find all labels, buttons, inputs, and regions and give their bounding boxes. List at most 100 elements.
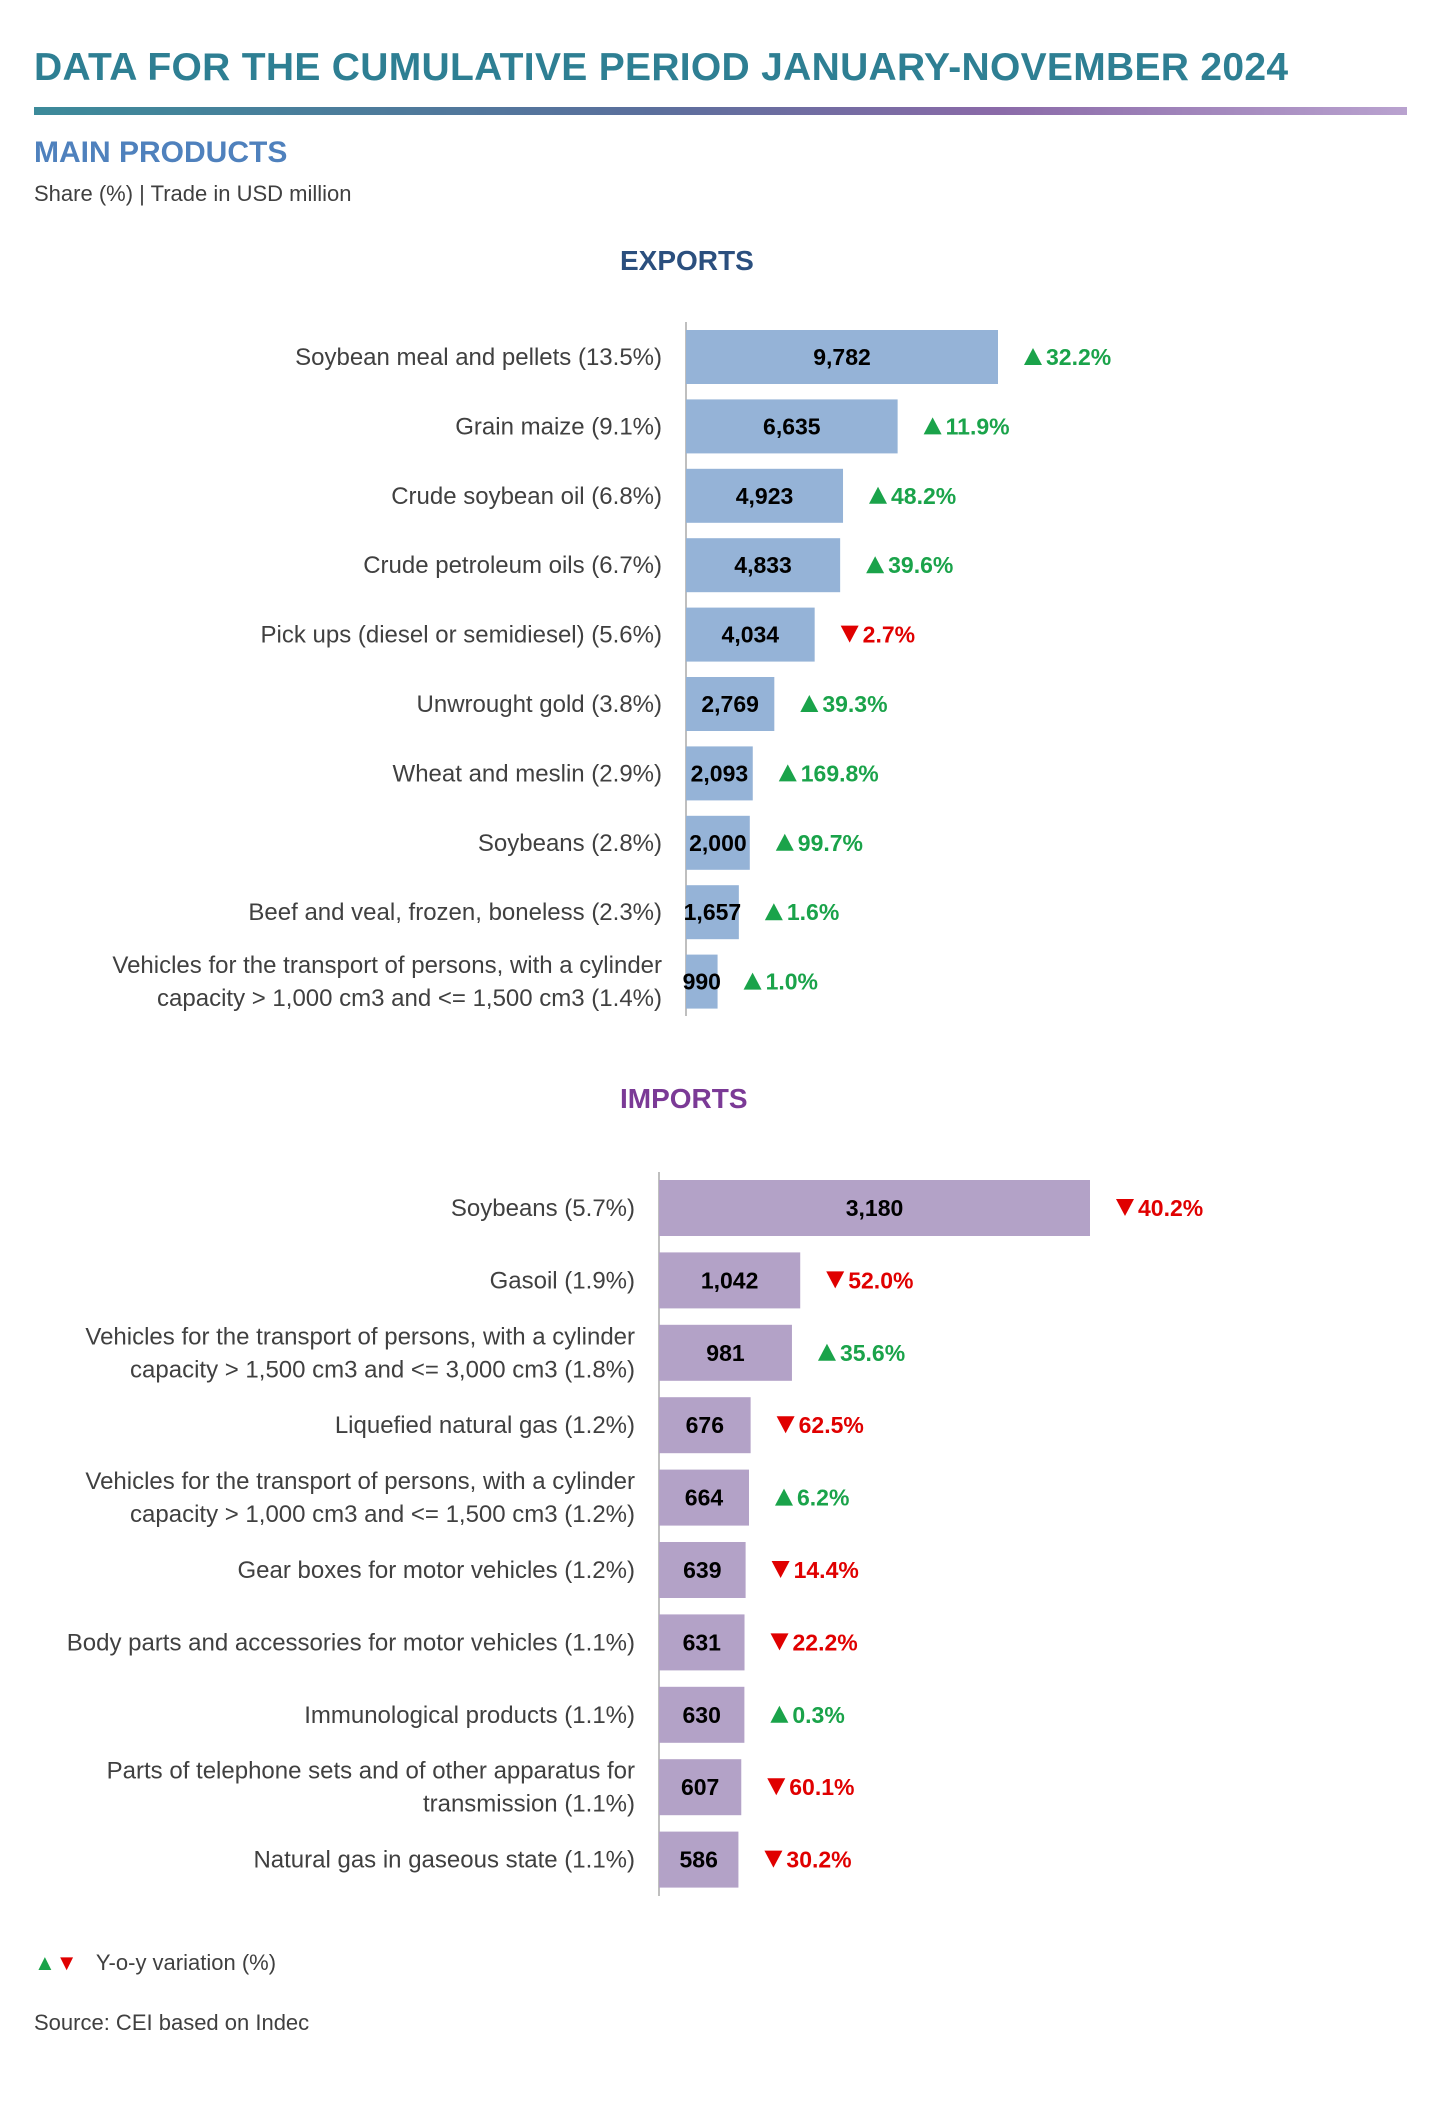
exports-value-label: 2,093	[691, 760, 749, 786]
exports-up-triangle-icon	[800, 695, 819, 712]
exports-value-label: 4,034	[722, 622, 780, 648]
imports-value-label: 1,042	[701, 1267, 759, 1293]
imports-category-label: capacity > 1,500 cm3 and <= 3,000 cm3 (1…	[130, 1356, 635, 1383]
imports-yoy-label: 14.4%	[794, 1557, 859, 1583]
imports-category-label: Gear boxes for motor vehicles (1.2%)	[238, 1557, 636, 1584]
exports-yoy-label: 1.0%	[766, 969, 818, 995]
imports-chart: 3,180 40.2% Soybeans (5.7%) 1,042 52.0% Gasoi…	[67, 1172, 1203, 1896]
exports-category-label: Soybeans (2.8%)	[478, 830, 662, 857]
imports-down-triangle-icon	[771, 1561, 790, 1578]
imports-value-label: 631	[683, 1629, 722, 1655]
exports-bar	[686, 468, 844, 523]
exports-yoy-label: 11.9%	[946, 413, 1010, 439]
imports-down-triangle-icon	[770, 1633, 789, 1651]
exports-bar	[686, 746, 753, 801]
imports-category-label: Parts of telephone sets and of other app…	[107, 1758, 635, 1785]
imports-bar	[659, 1397, 751, 1454]
imports-yoy-label: 62.5%	[799, 1412, 864, 1438]
exports-up-triangle-icon	[869, 486, 888, 504]
exports-category-label: Grain maize (9.1%)	[455, 413, 662, 440]
imports-value-label: 639	[683, 1557, 721, 1583]
exports-category-label: capacity > 1,000 cm3 and <= 1,500 cm3 (1…	[157, 985, 662, 1012]
exports-bar	[686, 815, 750, 870]
exports-bar	[686, 538, 841, 593]
imports-value-label: 3,180	[846, 1195, 904, 1221]
imports-down-triangle-icon	[776, 1416, 795, 1434]
imports-chart-title: IMPORTS	[620, 1083, 748, 1114]
exports-category-label: Crude petroleum oils (6.7%)	[363, 552, 662, 579]
exports-up-triangle-icon	[778, 764, 797, 782]
imports-bar	[659, 1614, 745, 1671]
title-rule	[34, 107, 1407, 115]
exports-category-label: Vehicles for the transport of persons, w…	[112, 952, 662, 979]
exports-chart: 9,782 32.2% Soybean meal and pellets (13.5…	[112, 322, 1111, 1016]
exports-up-triangle-icon	[866, 556, 885, 574]
source-note: Source: CEI based on Indec	[34, 2010, 310, 2035]
imports-down-triangle-icon	[1116, 1199, 1134, 1216]
exports-up-triangle-icon	[1024, 348, 1042, 365]
imports-up-triangle-icon	[817, 1343, 836, 1361]
imports-bar	[659, 1542, 746, 1598]
imports-category-label: Gasoil (1.9%)	[490, 1267, 635, 1294]
imports-yoy-label: 52.0%	[848, 1267, 913, 1293]
exports-value-label: 1,657	[684, 899, 742, 925]
imports-category-label: Vehicles for the transport of persons, w…	[85, 1323, 635, 1350]
subtitle: Share (%) | Trade in USD million	[34, 181, 352, 206]
exports-up-triangle-icon	[923, 417, 942, 435]
exports-yoy-label: 39.6%	[888, 552, 953, 578]
imports-bar	[659, 1180, 1090, 1236]
imports-value-label: 630	[683, 1702, 721, 1728]
imports-yoy-label: 35.6%	[840, 1340, 905, 1366]
exports-bar	[686, 399, 898, 454]
imports-category-label: Soybeans (5.7%)	[451, 1195, 635, 1222]
exports-yoy-label: 32.2%	[1046, 344, 1111, 370]
imports-bar	[659, 1252, 801, 1309]
imports-value-label: 607	[681, 1774, 719, 1800]
exports-up-triangle-icon	[743, 972, 762, 990]
imports-yoy-label: 30.2%	[786, 1847, 851, 1873]
exports-yoy-label: 48.2%	[891, 483, 956, 509]
section-heading: MAIN PRODUCTS	[34, 136, 288, 169]
legend-down-triangle-icon: ▼	[55, 1950, 78, 1975]
imports-yoy-label: 40.2%	[1138, 1195, 1203, 1221]
exports-yoy-label: 169.8%	[801, 760, 879, 786]
exports-down-triangle-icon	[840, 625, 859, 643]
imports-yoy-label: 60.1%	[789, 1774, 854, 1800]
exports-bar	[686, 885, 739, 940]
exports-bar	[686, 607, 815, 662]
imports-bar	[659, 1759, 742, 1816]
exports-category-label: Pick ups (diesel or semidiesel) (5.6%)	[261, 622, 662, 649]
legend-label: Y-o-y variation (%)	[95, 1950, 277, 1975]
imports-category-label: Immunological products (1.1%)	[304, 1702, 635, 1729]
imports-bar	[659, 1831, 739, 1888]
imports-value-label: 981	[706, 1340, 745, 1366]
imports-category-label: Liquefied natural gas (1.2%)	[335, 1412, 635, 1439]
imports-value-label: 676	[686, 1412, 724, 1438]
imports-down-triangle-icon	[764, 1850, 783, 1868]
exports-value-label: 990	[683, 969, 721, 995]
exports-up-triangle-icon	[764, 903, 783, 921]
exports-value-label: 6,635	[763, 413, 821, 439]
exports-value-label: 2,769	[701, 691, 759, 717]
exports-bar	[686, 330, 998, 384]
imports-up-triangle-icon	[774, 1488, 793, 1506]
exports-up-triangle-icon	[775, 833, 794, 851]
exports-value-label: 4,923	[736, 483, 794, 509]
imports-category-label: transmission (1.1%)	[423, 1791, 635, 1818]
exports-value-label: 2,000	[689, 830, 747, 856]
exports-category-label: Wheat and meslin (2.9%)	[393, 760, 662, 787]
imports-down-triangle-icon	[767, 1778, 786, 1796]
imports-yoy-label: 22.2%	[793, 1629, 858, 1655]
exports-category-label: Beef and veal, frozen, boneless (2.3%)	[248, 899, 662, 926]
imports-category-label: Vehicles for the transport of persons, w…	[85, 1468, 635, 1495]
imports-bar	[659, 1686, 745, 1743]
exports-chart-title: EXPORTS	[620, 245, 754, 276]
exports-category-label: Crude soybean oil (6.8%)	[391, 483, 662, 510]
exports-yoy-label: 39.3%	[822, 691, 887, 717]
imports-value-label: 664	[685, 1485, 724, 1511]
imports-yoy-label: 6.2%	[797, 1485, 849, 1511]
imports-bar	[659, 1469, 749, 1526]
exports-bar	[686, 677, 775, 731]
page-title: DATA FOR THE CUMULATIVE PERIOD JANUARY-N…	[34, 46, 1289, 89]
exports-yoy-label: 2.7%	[863, 622, 915, 648]
